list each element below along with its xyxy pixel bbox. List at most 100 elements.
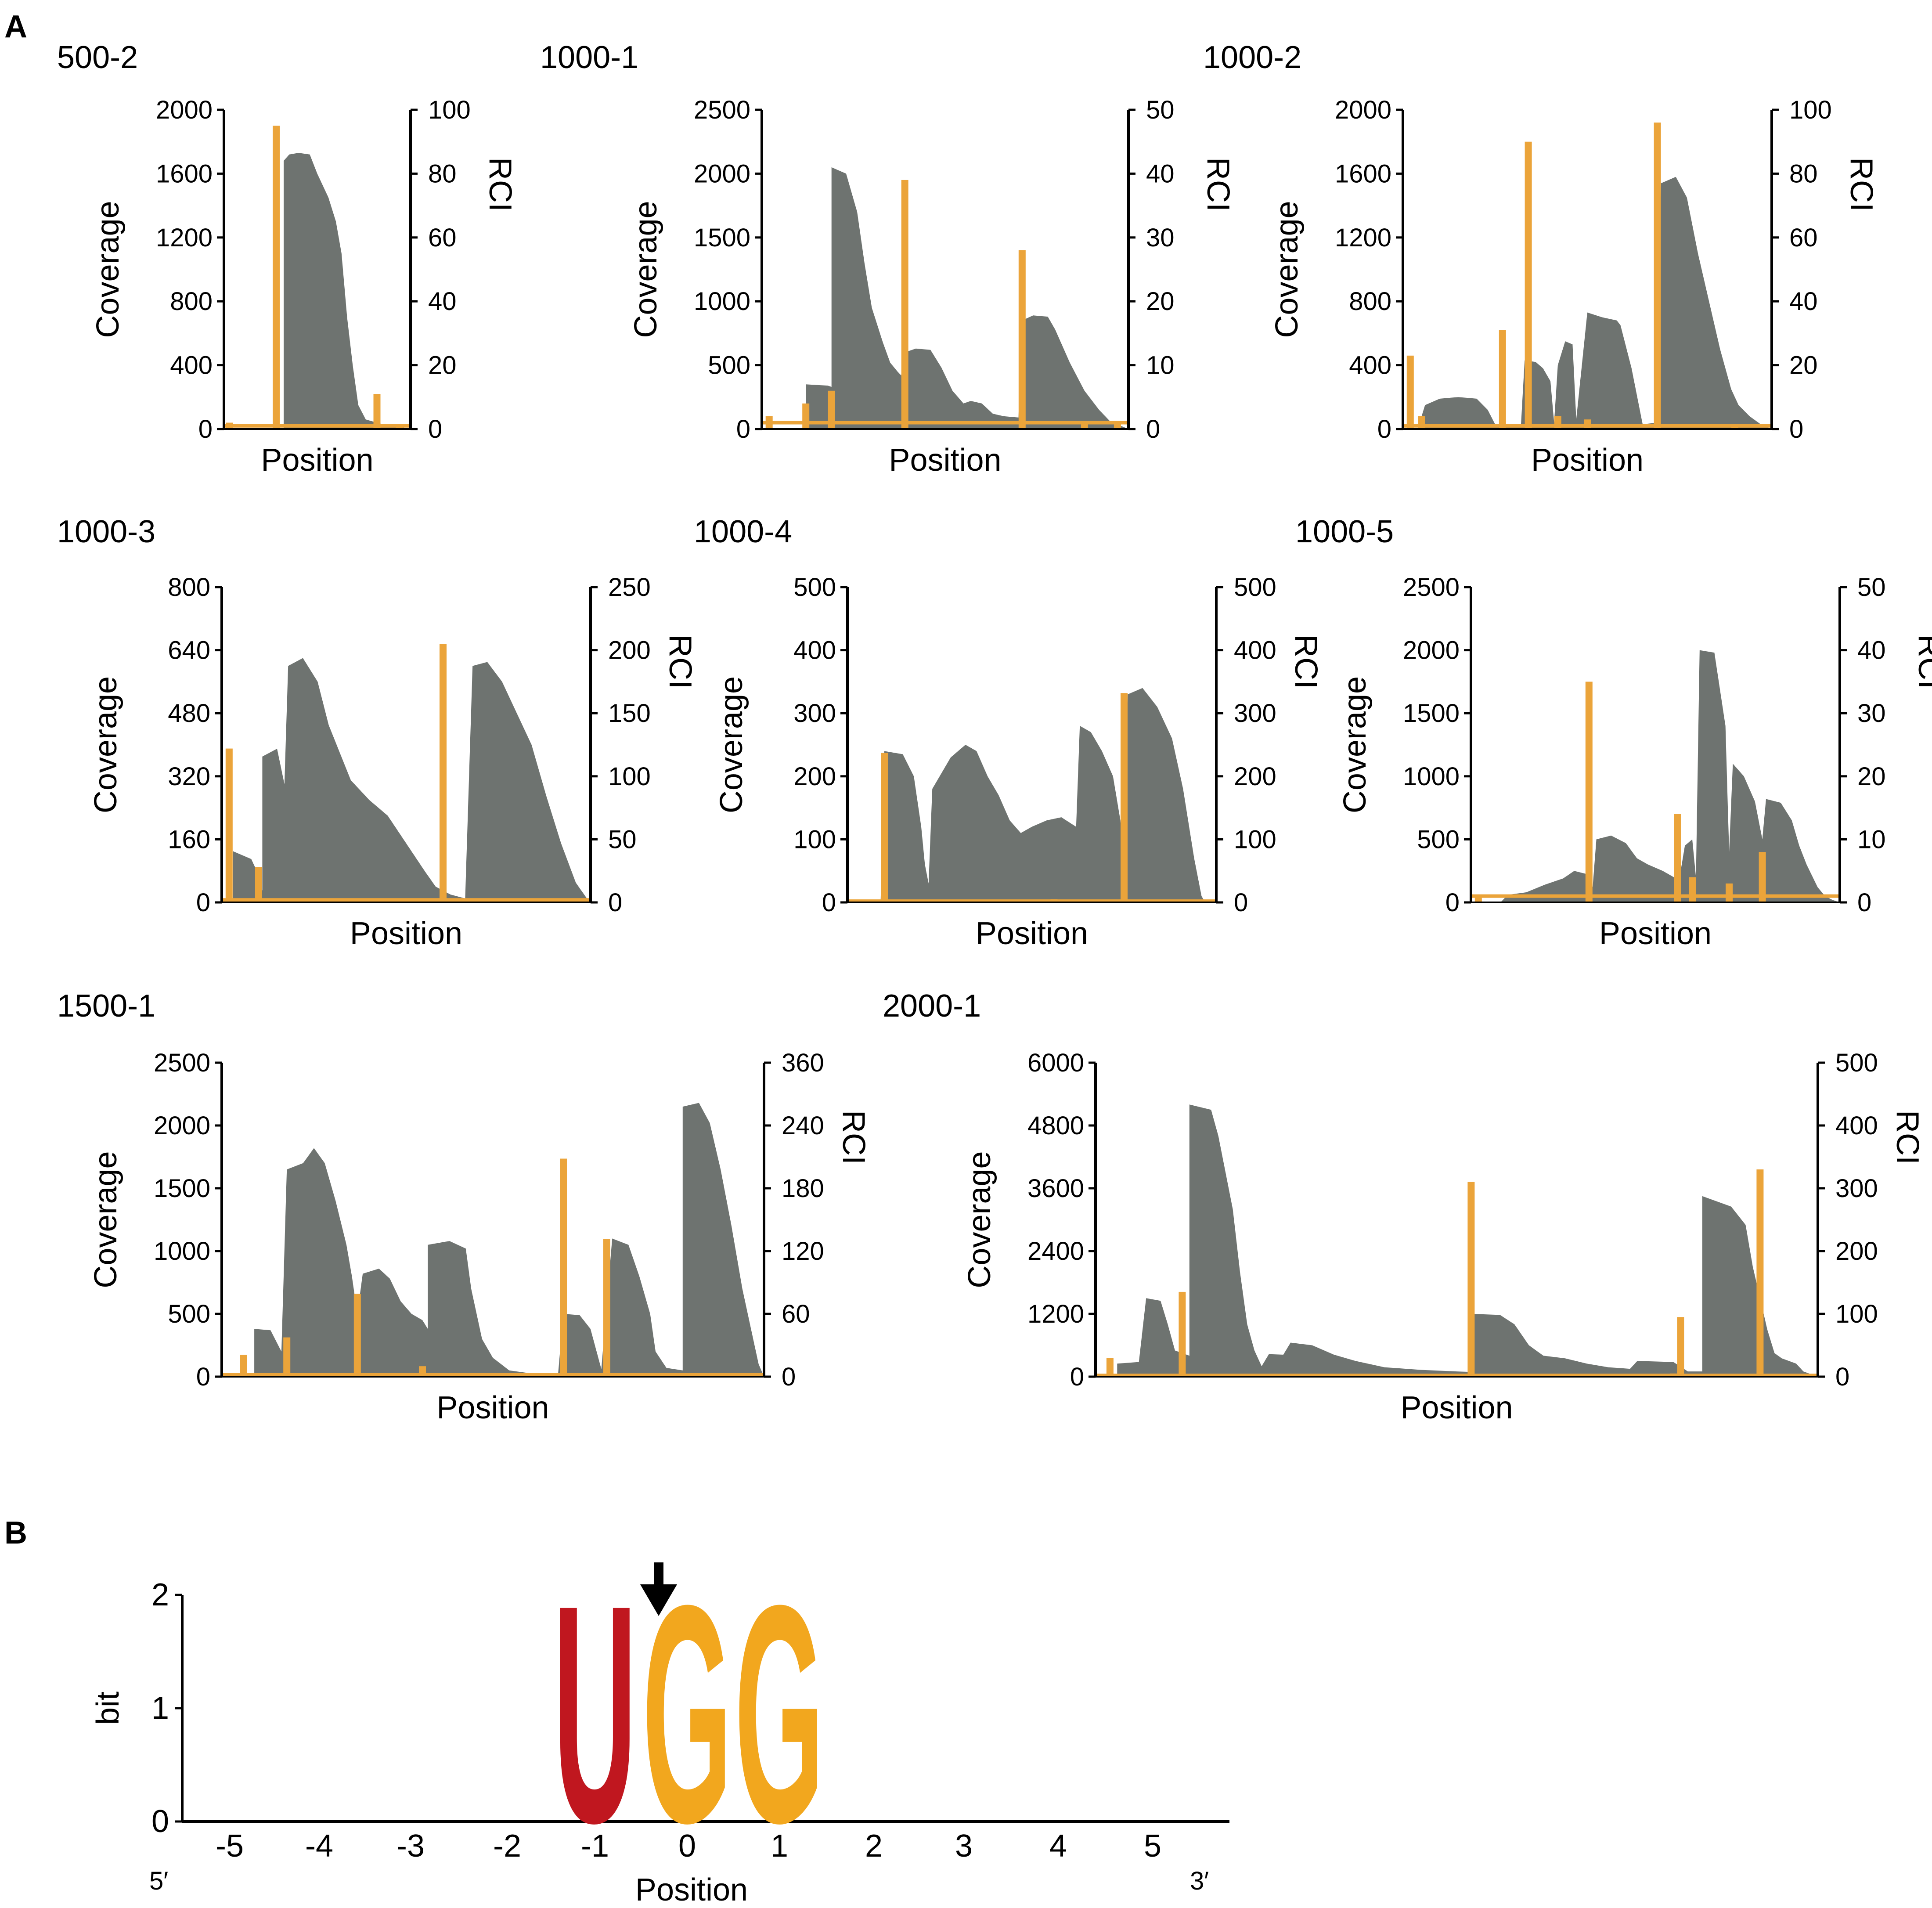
- chart-1000-2-y2tick-label: 40: [1789, 287, 1818, 316]
- chart-1000-3-ytick-label: 160: [168, 825, 210, 854]
- chart-500-2-ytick-label: 400: [170, 351, 213, 380]
- chart-1000-1-ytick-label: 1500: [694, 224, 750, 252]
- chart-1000-5-ytick-label: 1000: [1403, 762, 1460, 791]
- chart-1000-3-y2label: RCI: [663, 635, 698, 689]
- chart-1000-3-title: 1000-3: [57, 514, 155, 549]
- chart-1000-5-ytick-label: 0: [1445, 888, 1460, 917]
- logo-position-label: 3: [955, 1829, 973, 1864]
- chart-1500-1-coverage-area: [222, 1103, 764, 1377]
- chart-2000-1-ytick-label: 4800: [1027, 1111, 1084, 1140]
- coverage-charts: 500-20400800120016002000020406080100Posi…: [57, 40, 1932, 1425]
- chart-500-2-y2tick-label: 60: [428, 224, 457, 252]
- chart-1000-3-y2tick-label: 50: [608, 825, 637, 854]
- chart-1000-2-ylabel: Coverage: [1269, 201, 1305, 338]
- chart-2000-1-ytick-label: 2400: [1027, 1237, 1084, 1266]
- chart-1000-2-xlabel: Position: [1531, 443, 1644, 478]
- chart-1000-2: 1000-2 0 400 800 1200 1600 2000 0 20 40 60 80 100 Pos…: [1203, 40, 1879, 478]
- chart-1500-1-rci-bar: [685, 1374, 692, 1377]
- chart-1000-4-y2tick-label: 200: [1234, 762, 1276, 791]
- chart-1000-5-rci-bar: [1759, 852, 1766, 902]
- chart-2000-1-title: 2000-1: [883, 988, 981, 1024]
- chart-1000-5-y2tick-label: 0: [1857, 888, 1871, 917]
- chart-2000-1-rci-bar: [1670, 1373, 1677, 1377]
- chart-1000-1-y2tick-label: 30: [1146, 224, 1175, 252]
- chart-1000-1-ytick-label: 2000: [694, 159, 750, 188]
- chart-1000-1-ytick-label: 1000: [694, 287, 750, 316]
- chart-1000-2-ytick-label: 400: [1349, 351, 1391, 380]
- chart-1500-1-rci-bar: [603, 1239, 610, 1377]
- chart-1000-4-rci-bar: [1121, 693, 1128, 902]
- chart-1000-4-ytick-label: 400: [793, 636, 836, 665]
- chart-500-2-ytick-label: 2000: [156, 96, 213, 124]
- chart-500-2-y2tick-label: 80: [428, 159, 457, 188]
- chart-1000-2-rci-bar: [1406, 355, 1414, 429]
- chart-1000-5-xlabel: Position: [1599, 916, 1712, 951]
- chart-1000-1-y2tick-label: 10: [1146, 351, 1175, 380]
- chart-500-2-y2tick-label: 20: [428, 351, 457, 380]
- logo-position-label: -4: [305, 1829, 333, 1864]
- chart-1000-2-y2tick-label: 80: [1789, 159, 1818, 188]
- chart-1000-1-coverage-area: [762, 167, 1128, 429]
- chart-1000-3-coverage-area: [222, 658, 591, 902]
- chart-1500-1-ytick-label: 2000: [154, 1111, 210, 1140]
- chart-1500-1-ytick-label: 1500: [154, 1174, 210, 1203]
- chart-1000-3-y2tick-label: 200: [608, 636, 651, 665]
- chart-500-2-y2tick-label: 0: [428, 415, 442, 444]
- chart-1000-5-ytick-label: 500: [1417, 825, 1460, 854]
- three-prime-label: 3′: [1190, 1867, 1209, 1895]
- chart-1000-2-title: 1000-2: [1203, 40, 1301, 75]
- chart-1500-1: 1500-1 0 500 1000 1500 2000 2500 0 60 120 180 240 36…: [57, 988, 871, 1425]
- chart-2000-1-y2label: RCI: [1890, 1110, 1925, 1165]
- chart-1000-5-y2tick-label: 30: [1857, 699, 1886, 728]
- chart-1000-2-ytick-label: 2000: [1335, 96, 1391, 124]
- chart-1000-1-y2tick-label: 40: [1146, 159, 1175, 188]
- chart-500-2-ytick-label: 800: [170, 287, 213, 316]
- logo-position-label: 5: [1144, 1829, 1161, 1864]
- chart-1500-1-rci-bar: [419, 1366, 426, 1377]
- chart-1000-3-ytick-label: 320: [168, 762, 210, 791]
- chart-1000-1-y2tick-label: 0: [1146, 415, 1160, 444]
- chart-1000-1-rci-bar: [1081, 422, 1088, 429]
- chart-2000-1-y2tick-label: 400: [1835, 1111, 1878, 1140]
- chart-500-2-rci-bar: [373, 394, 381, 429]
- chart-1500-1-y2label: RCI: [836, 1110, 871, 1165]
- logo-position-label: -5: [216, 1829, 244, 1864]
- chart-1000-5-rci-bar: [1474, 896, 1482, 902]
- chart-1000-4-y2tick-label: 100: [1234, 825, 1276, 854]
- chart-2000-1-rci-bar: [1756, 1169, 1764, 1377]
- chart-1000-5: 1000-5 0 500 1000 1500 2000 2500 0 10 20 30 40 50 Pos…: [1295, 514, 1932, 951]
- chart-1500-1-y2tick-label: 180: [782, 1174, 824, 1203]
- chart-1000-1-rci-bar: [1114, 422, 1121, 429]
- chart-1000-3-y2tick-label: 150: [608, 699, 651, 728]
- chart-1000-3-y2tick-label: 250: [608, 573, 651, 602]
- chart-1000-4-y2tick-label: 500: [1234, 573, 1276, 602]
- chart-1500-1-ytick-label: 2500: [154, 1049, 210, 1077]
- chart-1000-5-rci-bar: [1674, 814, 1681, 902]
- chart-2000-1-ytick-label: 0: [1070, 1363, 1084, 1391]
- chart-1000-3-ytick-label: 800: [168, 573, 210, 602]
- chart-1000-2-rci-bar: [1584, 419, 1591, 429]
- chart-1000-3-rci-bar: [225, 748, 233, 902]
- chart-1000-5-rci-bar: [1726, 883, 1733, 902]
- chart-1000-1: 1000-1 0 500 1000 1500 2000 2500 0 10 20 30 40 50 Pos…: [540, 40, 1236, 478]
- logo-position-label: 0: [678, 1829, 696, 1864]
- chart-1500-1-y2tick-label: 60: [782, 1300, 810, 1328]
- chart-2000-1-ytick-label: 3600: [1027, 1174, 1084, 1203]
- chart-1000-4-ylabel: Coverage: [714, 676, 749, 813]
- chart-1500-1-ytick-label: 0: [196, 1363, 210, 1391]
- chart-1000-4-title: 1000-4: [694, 514, 792, 549]
- five-prime-label: 5′: [149, 1867, 168, 1895]
- logo-position-label: 4: [1049, 1829, 1067, 1864]
- chart-1000-2-ytick-label: 800: [1349, 287, 1391, 316]
- chart-1000-2-ytick-label: 1200: [1335, 224, 1391, 252]
- chart-1000-4-y2label: RCI: [1288, 635, 1323, 689]
- chart-1500-1-rci-bar: [283, 1337, 291, 1377]
- chart-1000-1-rci-bar: [901, 180, 908, 429]
- chart-500-2-rci-bar: [226, 422, 233, 429]
- chart-1000-5-y2tick-label: 20: [1857, 762, 1886, 791]
- chart-1500-1-title: 1500-1: [57, 988, 155, 1024]
- chart-2000-1-coverage-area: [1096, 1104, 1818, 1377]
- chart-1000-3-ytick-label: 0: [196, 888, 210, 917]
- chart-500-2-ytick-label: 1600: [156, 159, 213, 188]
